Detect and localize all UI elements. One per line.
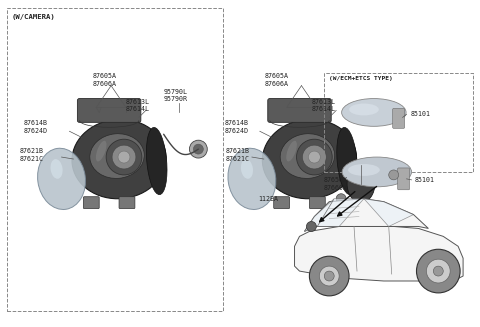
Ellipse shape <box>96 141 107 162</box>
Ellipse shape <box>228 148 276 210</box>
Text: 87621B
87621C: 87621B 87621C <box>20 148 44 162</box>
Text: 87650X
87660X: 87650X 87660X <box>324 177 348 191</box>
Text: 112EA: 112EA <box>258 196 278 202</box>
FancyBboxPatch shape <box>77 98 141 122</box>
Circle shape <box>118 151 130 163</box>
Ellipse shape <box>146 128 167 195</box>
Polygon shape <box>295 227 463 281</box>
Text: (W/CAMERA): (W/CAMERA) <box>12 14 56 20</box>
Circle shape <box>426 259 450 283</box>
Text: 95790L
95790R: 95790L 95790R <box>164 89 188 102</box>
Circle shape <box>309 151 320 163</box>
Ellipse shape <box>349 104 379 115</box>
FancyBboxPatch shape <box>274 197 289 209</box>
Bar <box>7 8 223 311</box>
FancyBboxPatch shape <box>84 197 99 209</box>
Ellipse shape <box>90 134 144 179</box>
Text: 87605A
87606A: 87605A 87606A <box>265 73 289 87</box>
Text: 87613L
87614L: 87613L 87614L <box>126 99 150 112</box>
Ellipse shape <box>342 98 406 126</box>
Polygon shape <box>304 199 334 232</box>
FancyBboxPatch shape <box>397 168 409 190</box>
Circle shape <box>319 266 339 286</box>
Ellipse shape <box>342 157 411 187</box>
Circle shape <box>417 249 460 293</box>
Circle shape <box>336 194 346 204</box>
Ellipse shape <box>286 141 297 162</box>
Circle shape <box>297 139 332 175</box>
Circle shape <box>112 145 136 169</box>
Circle shape <box>106 139 142 175</box>
Circle shape <box>324 271 334 281</box>
Text: 87613L
87614L: 87613L 87614L <box>312 99 336 112</box>
Ellipse shape <box>263 119 357 199</box>
Ellipse shape <box>50 159 62 179</box>
Circle shape <box>302 145 326 169</box>
Bar <box>324 73 473 172</box>
Circle shape <box>389 170 399 180</box>
FancyBboxPatch shape <box>268 98 331 122</box>
Circle shape <box>306 221 316 232</box>
FancyBboxPatch shape <box>393 109 405 128</box>
Circle shape <box>193 144 204 154</box>
Ellipse shape <box>241 159 253 179</box>
Polygon shape <box>317 199 364 227</box>
Ellipse shape <box>337 128 358 195</box>
Polygon shape <box>304 199 428 232</box>
Ellipse shape <box>347 165 375 203</box>
Text: 85101: 85101 <box>415 177 434 183</box>
Text: 87614B
87624D: 87614B 87624D <box>224 120 248 134</box>
Ellipse shape <box>72 119 166 199</box>
Text: 87614B
87624D: 87614B 87624D <box>24 120 48 134</box>
FancyBboxPatch shape <box>310 197 325 209</box>
Ellipse shape <box>37 148 85 210</box>
Circle shape <box>433 266 443 276</box>
Polygon shape <box>364 199 413 227</box>
Circle shape <box>310 256 349 296</box>
Ellipse shape <box>280 134 335 179</box>
Text: 85101: 85101 <box>410 112 431 117</box>
Text: (W/ECM+ETCS TYPE): (W/ECM+ETCS TYPE) <box>329 76 393 81</box>
FancyBboxPatch shape <box>119 197 135 209</box>
Text: 87605A
87606A: 87605A 87606A <box>92 73 116 87</box>
Text: 87621B
87621C: 87621B 87621C <box>225 148 249 162</box>
Ellipse shape <box>348 164 380 176</box>
Circle shape <box>190 140 207 158</box>
